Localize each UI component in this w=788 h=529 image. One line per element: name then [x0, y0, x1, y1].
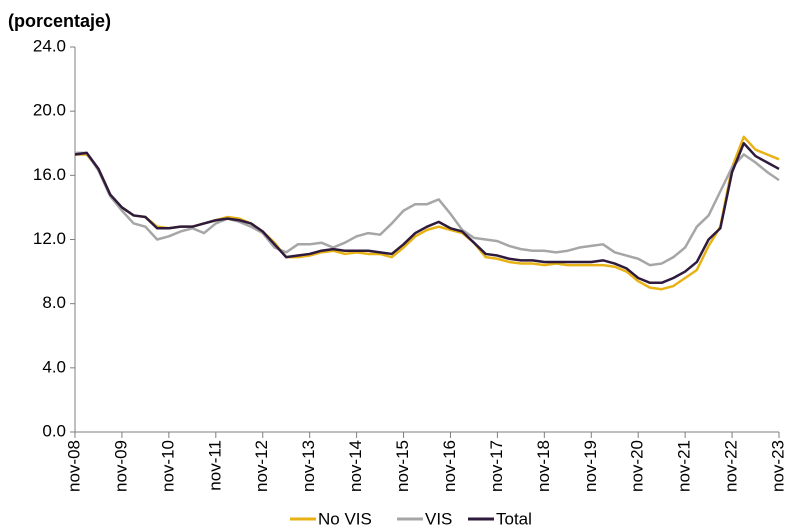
legend-label: VIS [425, 509, 452, 528]
x-tick-label: nov-10 [158, 440, 177, 492]
series-line [74, 142, 780, 285]
y-tick-label: 12.0 [33, 229, 66, 248]
legend-label: No VIS [318, 509, 372, 528]
y-tick-label: 8.0 [42, 293, 66, 312]
x-tick-label: nov-20 [628, 440, 647, 492]
x-tick-label: nov-14 [346, 440, 365, 492]
x-tick-label: nov-12 [252, 440, 271, 492]
y-tick-label: 0.0 [42, 421, 66, 440]
x-tick-label: nov-21 [675, 440, 694, 492]
x-tick-label: nov-11 [205, 440, 224, 491]
y-axis-title: (porcentaje) [8, 11, 111, 31]
x-tick-label: nov-13 [299, 440, 318, 492]
x-tick-label: nov-08 [64, 440, 83, 492]
legend-label: Total [496, 509, 532, 528]
x-tick-label: nov-16 [440, 440, 459, 492]
x-tick-label: nov-17 [487, 440, 506, 492]
x-tick-label: nov-19 [581, 440, 600, 492]
series-line [75, 135, 780, 291]
x-tick-label: nov-09 [111, 440, 130, 492]
x-tick-label: nov-18 [534, 440, 553, 492]
y-tick-label: 20.0 [33, 101, 66, 120]
y-tick-label: 24.0 [33, 36, 66, 55]
x-tick-label: nov-23 [768, 440, 787, 492]
y-tick-label: 16.0 [33, 165, 66, 184]
x-tick-label: nov-22 [722, 440, 741, 492]
x-tick-label: nov-15 [393, 440, 412, 492]
series-line [75, 151, 780, 267]
y-tick-label: 4.0 [42, 357, 66, 376]
